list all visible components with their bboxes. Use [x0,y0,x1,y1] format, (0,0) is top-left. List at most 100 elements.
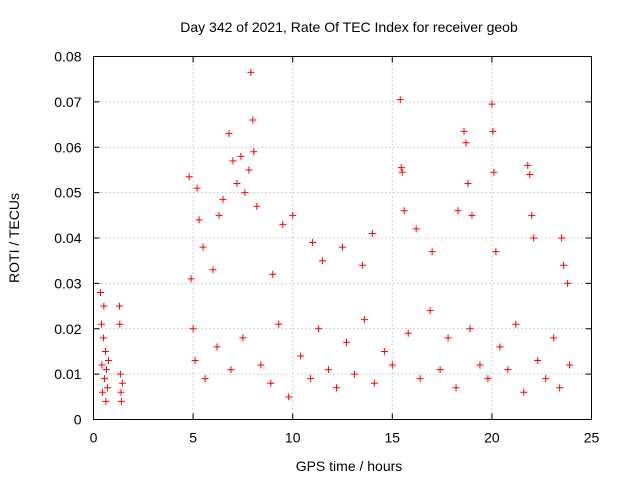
data-point [339,243,346,251]
data-point [189,325,197,333]
data-point [400,207,408,215]
y-axis-label: ROTI / TECUs [6,193,22,283]
data-point [215,211,223,219]
data-point [484,375,492,383]
data-point [396,96,404,104]
data-point [185,173,193,181]
data-point [117,397,125,405]
data-point [102,397,110,405]
y-tick-label: 0.08 [54,49,81,65]
data-point [464,180,472,188]
data-point [534,357,542,365]
data-point [249,116,257,124]
data-point [116,320,124,328]
data-point [556,384,564,392]
data-point [118,379,126,387]
chart-title: Day 342 of 2021, Rate Of TEC Index for r… [180,19,518,35]
data-point [191,357,199,365]
x-tick-label: 20 [484,430,500,446]
grid [93,56,592,420]
data-point [97,320,105,328]
data-point [454,207,462,215]
data-point [193,184,201,192]
data-point [526,170,534,178]
data-point [195,216,203,224]
data-point [488,100,496,108]
data-point [524,161,532,169]
data-point [566,361,574,369]
x-tick-label: 0 [90,430,98,446]
data-point [452,384,460,392]
data-point [289,211,297,219]
data-point [257,361,265,369]
data-point [253,202,261,210]
data-point [342,338,350,346]
data-point [103,384,111,392]
data-point [100,375,108,383]
data-point [307,375,315,383]
data-point [98,361,106,369]
data-point [315,325,323,333]
data-point [370,379,378,387]
data-point [564,279,572,287]
data-point [358,261,366,269]
data-point [504,366,512,374]
data-point [436,366,444,374]
y-tick-label: 0.07 [54,94,81,110]
data-point [444,334,452,342]
data-point [267,379,275,387]
data-point [269,270,277,278]
data-point [227,366,235,374]
data-point [319,257,327,265]
data-point [187,275,195,283]
data-point [476,361,484,369]
data-point [116,370,124,378]
data-point [380,347,388,355]
data-point [237,152,245,160]
data-point [428,248,436,256]
data-point [512,320,520,328]
data-point [520,388,528,396]
data-point [388,361,396,369]
data-point [117,388,125,396]
data-point [426,307,434,315]
data-point [468,211,476,219]
y-tick-label: 0.02 [54,321,81,337]
data-point [560,261,568,269]
x-tick-label: 25 [584,430,600,446]
data-point [496,343,504,351]
y-tick-label: 0.06 [54,139,81,155]
data-point [460,127,468,135]
data-point [247,68,255,76]
data-point [412,225,420,233]
data-point [285,393,293,401]
data-point [279,220,287,228]
data-point [101,347,109,355]
y-axis: 0 0.01 0.02 0.03 0.04 0.05 0.06 0.07 0.08 [54,49,592,428]
x-axis-label: GPS time / hours [296,458,403,474]
data-point [350,370,358,378]
data-point [199,243,207,251]
data-point [528,211,536,219]
y-tick-label: 0.01 [54,366,81,382]
y-tick-label: 0.05 [54,185,81,201]
data-point [397,164,405,172]
data-point [489,127,497,135]
data-point [398,168,406,176]
data-point [542,375,550,383]
data-point [250,148,258,156]
y-tick-label: 0.04 [54,230,81,246]
y-tick-label: 0 [74,412,82,428]
data-point [115,302,123,310]
data-point [209,266,217,274]
data-point [98,388,106,396]
data-point [229,157,237,165]
data-point [530,234,538,242]
data-point [490,168,498,176]
data-point [297,352,305,360]
data-point [325,366,333,374]
data-point [96,288,104,296]
y-tick-label: 0.03 [54,275,81,291]
data-point [241,189,249,197]
